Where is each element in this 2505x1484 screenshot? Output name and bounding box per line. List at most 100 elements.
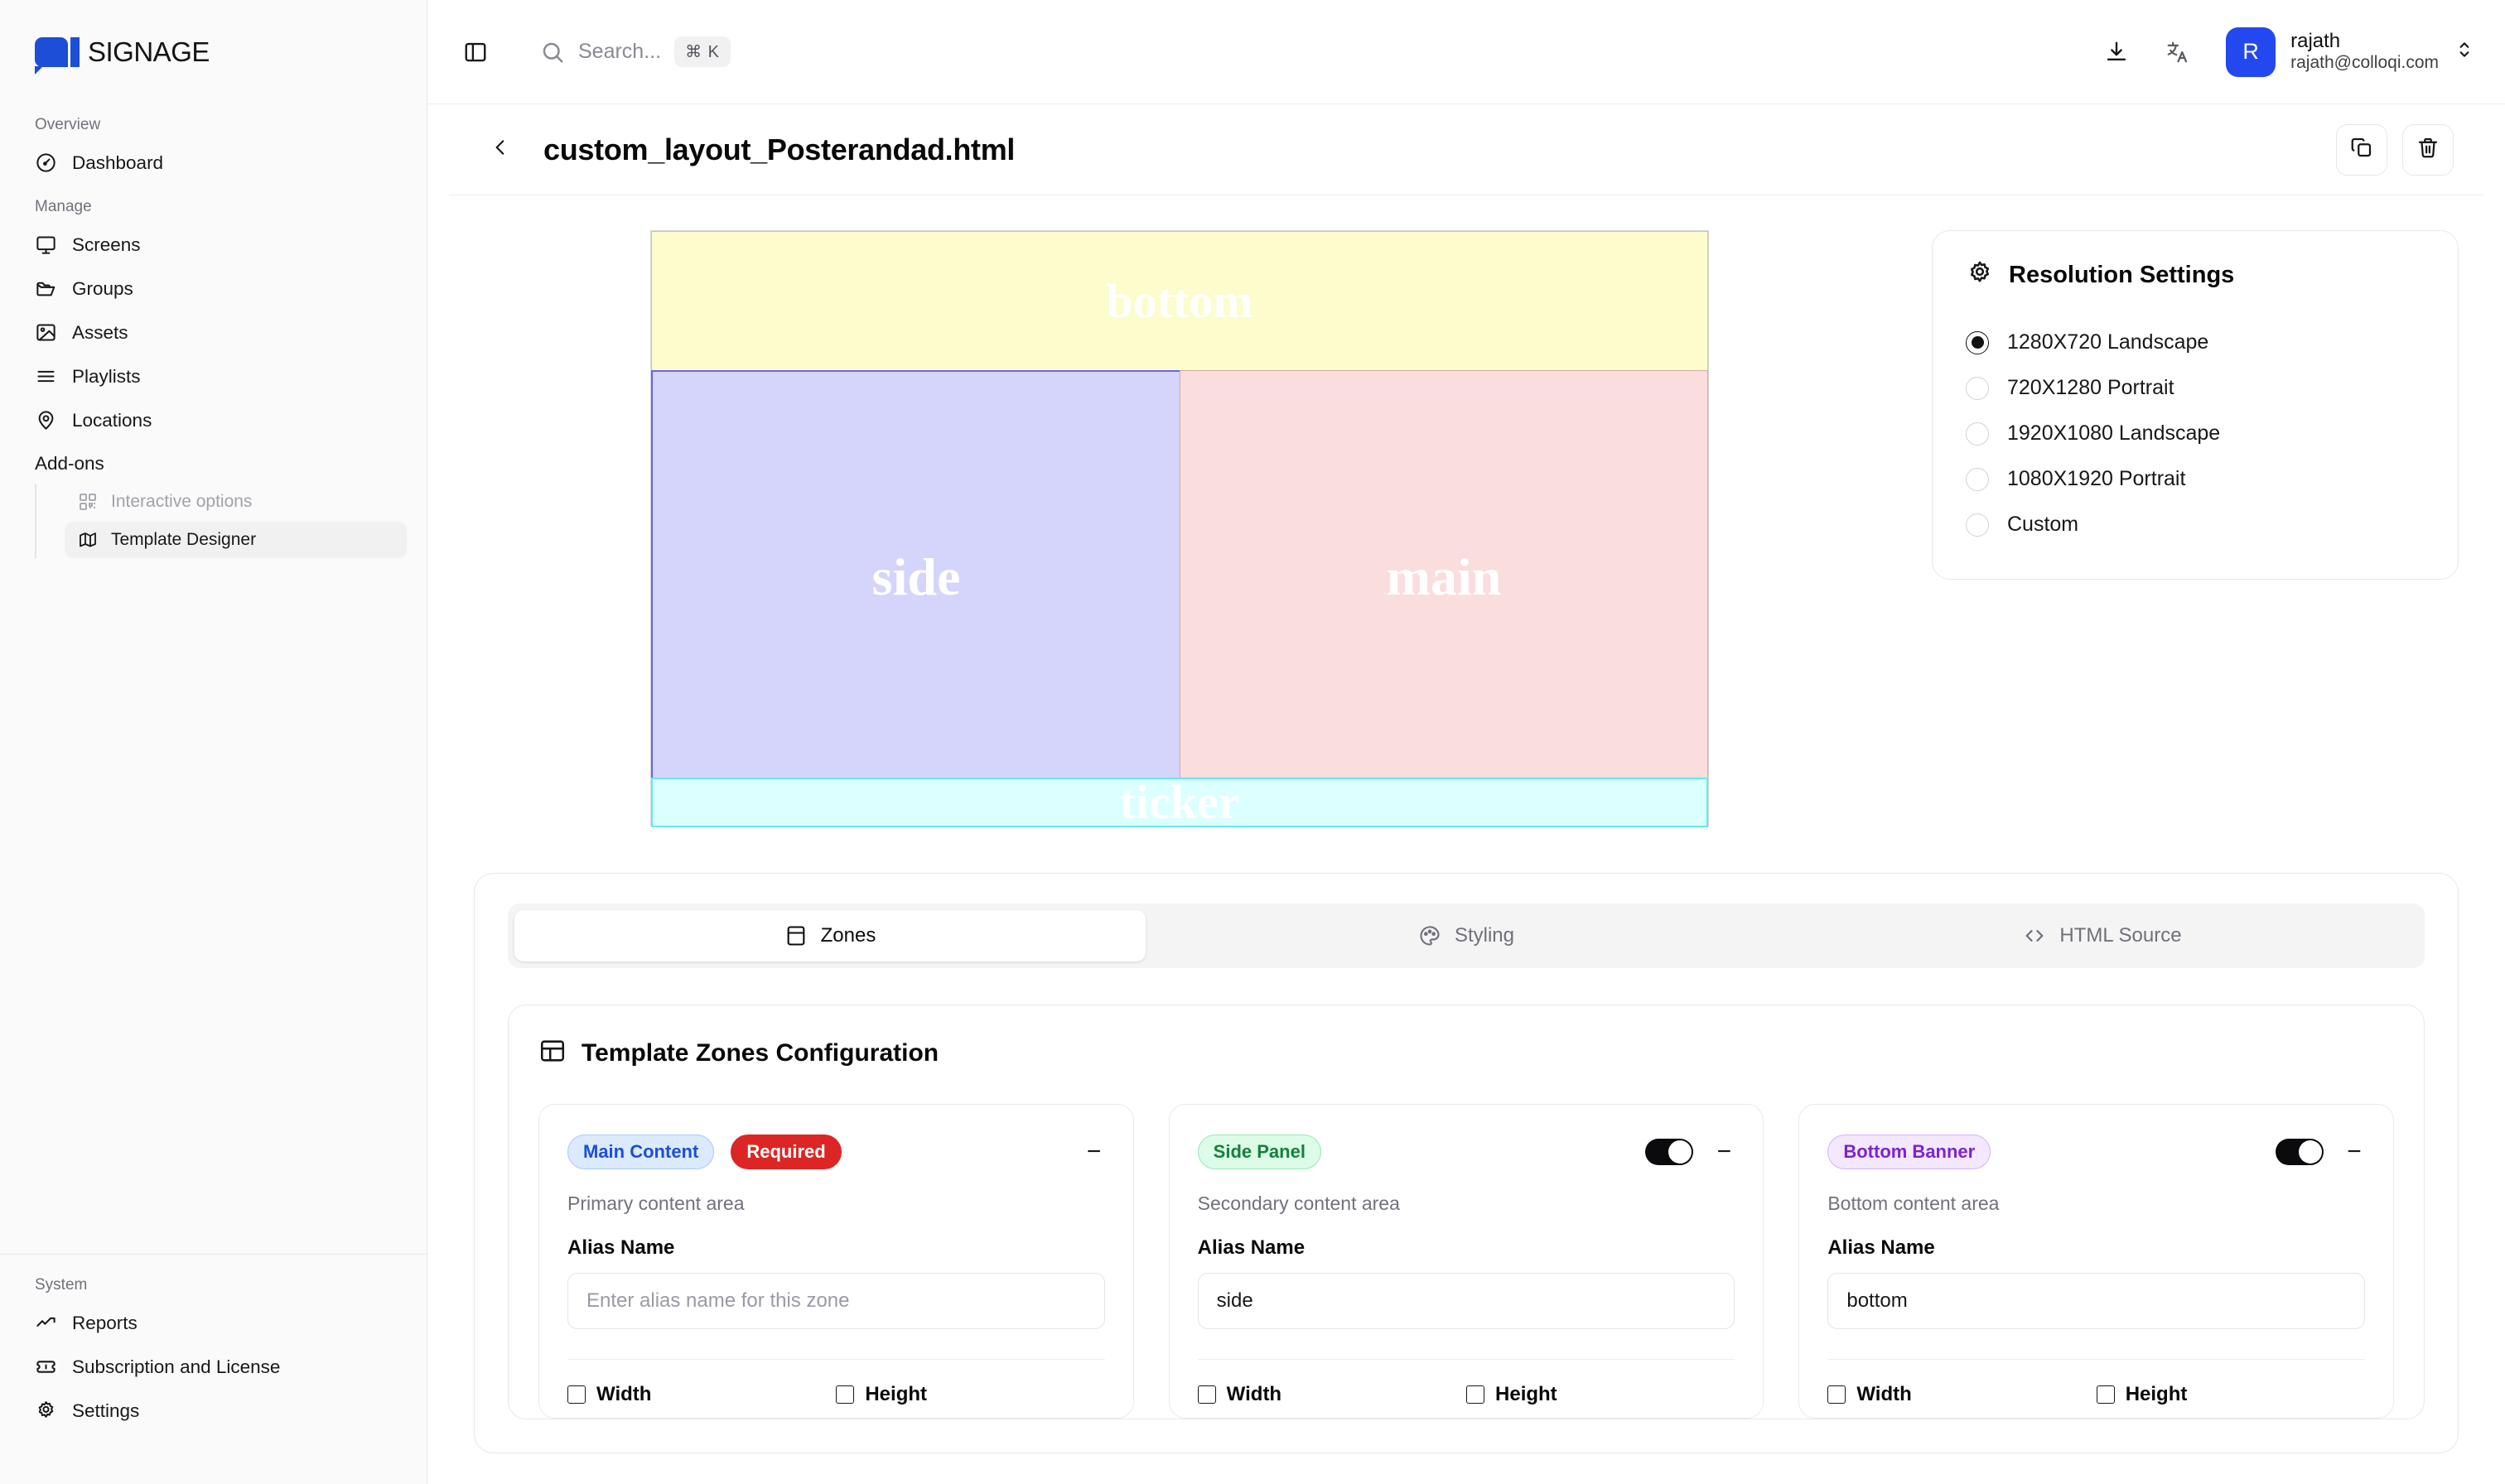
search-input[interactable]: Search... ⌘ K [540,36,731,67]
sidebar-item-interactive-options[interactable]: Interactive options [65,484,407,520]
zone-description: Bottom content area [1827,1192,2000,1214]
collapse-button[interactable]: − [1086,1138,1102,1165]
preview-zone-main[interactable]: main [1180,370,1708,784]
width-checkbox[interactable]: Width [1827,1383,2096,1406]
user-name: rajath [2290,29,2341,52]
gear-icon [1966,259,1994,292]
resolution-option-1280x720-landscape[interactable]: 1280X720 Landscape [1966,320,2425,365]
sidebar-item-label: Template Designer [111,530,257,549]
zone-enabled-toggle[interactable] [2276,1139,2324,1165]
zone-card-actions: − [1084,1140,1105,1164]
height-label: Height [2125,1383,2188,1405]
sidebar-item-reports[interactable]: Reports [20,1303,407,1343]
radio-indicator [1966,376,1989,400]
zone-card-header: Side Panel − [1197,1135,1735,1169]
card-divider [1827,1359,2366,1360]
alias-name-input[interactable] [1197,1273,1735,1329]
sidebar-system-section: System Reports Subscription and License … [0,1265,427,1484]
template-preview[interactable]: bottom side main ticker [650,230,1709,827]
width-label: Width [1856,1383,1912,1405]
height-checkbox[interactable]: Height [2096,1383,2365,1406]
width-checkbox[interactable]: Width [1197,1383,1466,1406]
preview-zone-bottom[interactable]: bottom [651,231,1708,372]
download-button[interactable] [2093,29,2140,75]
brand-logo[interactable]: SIGNAGE [0,0,427,104]
sidebar-item-template-designer[interactable]: Template Designer [65,522,407,558]
monitor-icon [35,234,57,256]
sidebar-item-settings[interactable]: Settings [20,1390,407,1431]
palette-icon [1418,924,1441,947]
zones-config-title: Template Zones Configuration [582,1038,939,1067]
zone-card-bottom-banner: Bottom Banner − Bottom content area Alia… [1798,1104,2395,1419]
chevrons-up-down-icon [2454,39,2475,65]
width-checkbox[interactable]: Width [567,1383,836,1406]
resolution-option-1080x1920-portrait[interactable]: 1080X1920 Portrait [1966,456,2425,502]
sidebar-item-playlists[interactable]: Playlists [20,356,407,397]
user-profile-menu[interactable]: R rajath rajath@colloqi.com [2216,26,2475,77]
tab-styling[interactable]: Styling [1151,910,1782,961]
height-checkbox[interactable]: Height [1466,1383,1735,1406]
preview-and-resolution-row: bottom side main ticker [427,195,2505,827]
layout-icon [784,924,808,947]
duplicate-button[interactable] [2336,123,2387,176]
search-placeholder: Search... [578,40,662,63]
ticket-icon [35,1356,57,1378]
sidebar-item-assets[interactable]: Assets [20,312,407,353]
preview-zone-label: bottom [1106,274,1253,328]
tab-zones[interactable]: Zones [514,910,1146,961]
alias-name-input[interactable] [1827,1273,2366,1329]
editor-panel: Zones Styling HTML Source [474,873,2459,1453]
page-header: custom_layout_Posterandad.html [449,104,2483,195]
trending-up-icon [35,1312,57,1334]
height-checkbox[interactable]: Height [836,1383,1104,1406]
gear-icon [35,1400,57,1422]
resolution-option-custom[interactable]: Custom [1966,502,2425,547]
zone-type-badge: Bottom Banner [1827,1135,1991,1169]
map-pin-icon [35,409,57,431]
resolution-header: Resolution Settings [1966,259,2425,292]
zone-card-actions: − [1645,1139,1735,1165]
width-label: Width [596,1383,652,1405]
back-button[interactable] [482,132,519,168]
translate-button[interactable] [2155,29,2201,75]
alias-name-input[interactable] [567,1273,1105,1329]
zone-card-main-content: Main Content Required − Primary content … [538,1104,1134,1419]
radio-indicator [1966,330,1989,354]
sidebar-item-groups[interactable]: Groups [20,268,407,309]
checkbox-box [1466,1385,1485,1404]
resolution-option-label: 1080X1920 Portrait [2007,467,2186,490]
zone-enabled-toggle[interactable] [1645,1139,1694,1165]
alias-name-label: Alias Name [1827,1236,1935,1259]
main-area: Search... ⌘ K R rajath [427,0,2505,1484]
chevron-left-icon [490,137,511,162]
zone-card-side-panel: Side Panel − Secondary content area Alia… [1168,1104,1764,1419]
radio-indicator [1966,422,1989,446]
preview-zone-label: ticker [1119,775,1240,829]
panel-left-icon [463,40,488,65]
card-divider [567,1359,1105,1360]
sidebar-section-addons[interactable]: Add-ons [20,444,408,484]
preview-zone-side[interactable]: side [651,370,1181,784]
resolution-option-720x1280-portrait[interactable]: 720X1280 Portrait [1966,365,2425,411]
sidebar-item-subscription-and-license[interactable]: Subscription and License [20,1347,407,1387]
checkbox-box [1197,1385,1216,1404]
preview-zone-ticker[interactable]: ticker [651,778,1708,827]
tab-label: HTML Source [2059,924,2182,947]
sidebar-toggle-button[interactable] [452,29,499,75]
sidebar-item-locations[interactable]: Locations [20,400,407,441]
template-zones-configuration: Template Zones Configuration Main Conten… [508,1005,2425,1419]
tab-html-source[interactable]: HTML Source [1787,910,2418,961]
sidebar-item-screens[interactable]: Screens [20,224,407,265]
template-preview-wrapper: bottom side main ticker [474,230,1885,827]
sidebar-item-label: Settings [72,1400,140,1421]
collapse-button[interactable]: − [1716,1138,1732,1165]
resolution-option-1920x1080-landscape[interactable]: 1920X1080 Landscape [1966,411,2425,456]
page-content: bottom side main ticker [427,195,2505,1484]
list-icon [35,365,57,388]
sidebar: SIGNAGE Overview Dashboard Manage Screen… [0,0,427,1484]
collapse-button[interactable]: − [2347,1138,2362,1165]
zone-dimensions: Width Height [1197,1360,1735,1406]
sidebar-nav: Overview Dashboard Manage Screens Groups [0,104,427,560]
sidebar-item-dashboard[interactable]: Dashboard [20,142,407,183]
delete-button[interactable] [2402,123,2454,176]
